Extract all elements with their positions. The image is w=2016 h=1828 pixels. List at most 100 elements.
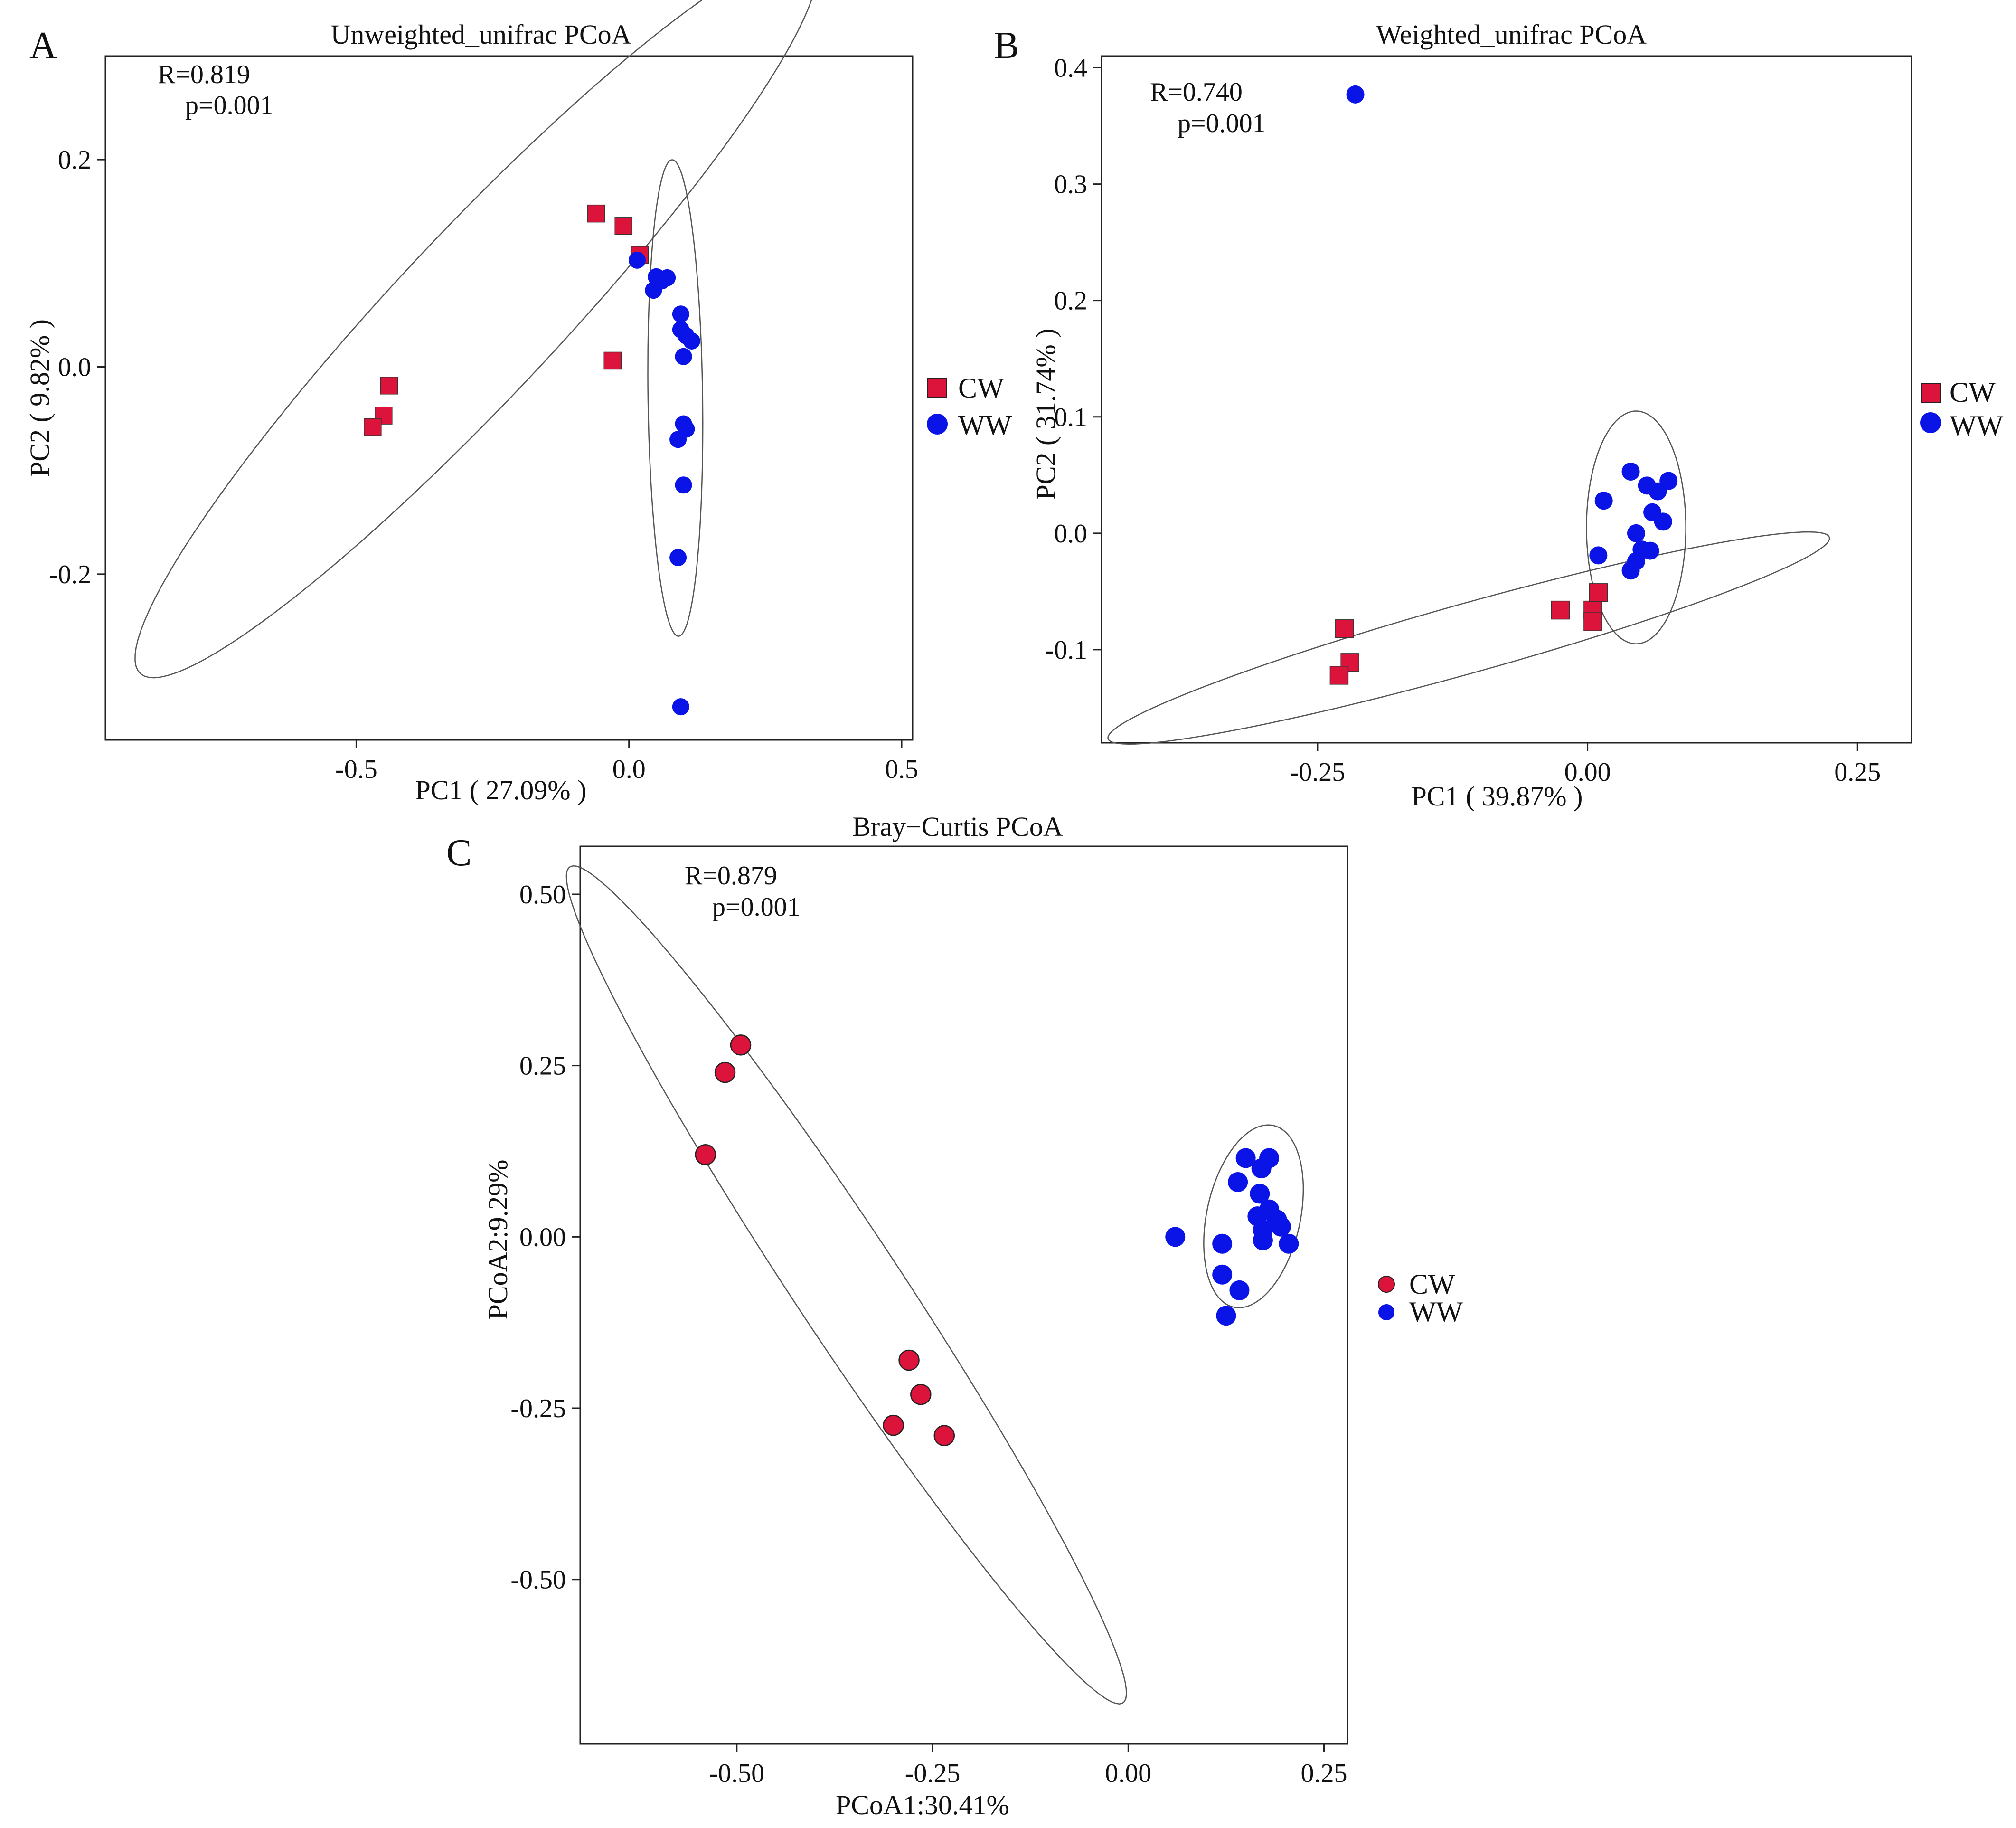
panel-c: C Bray−Curtis PCoA -0.50 -0.25 0.00 0.25 -0… (446, 811, 1463, 1820)
point-cw (380, 377, 398, 395)
panel-a-x-tick-label: 0.5 (885, 755, 918, 784)
panel-a-stat-p: p=0.001 (185, 91, 273, 120)
panel-letter-b: B (994, 25, 1019, 66)
panel-c-ellipse-cw (565, 865, 1127, 1705)
point-ww (669, 549, 687, 566)
panel-c-y-tick-label: -0.50 (510, 1565, 566, 1595)
panel-b-x-tick-label: -0.25 (1290, 758, 1346, 787)
point-ww (1251, 1158, 1272, 1179)
legend-c-cw-marker (1378, 1276, 1395, 1293)
point-ww (1235, 1148, 1256, 1168)
point-ww (1229, 1280, 1250, 1300)
point-cw (1583, 612, 1602, 631)
panel-b-y-label: PC2 ( 31.74% ) (1030, 329, 1061, 500)
point-ww (1654, 512, 1672, 531)
panel-c-x-label: PCoA1:30.41% (836, 1790, 1009, 1820)
panel-b-x-tick-label: 0.00 (1564, 758, 1611, 787)
panel-c-y-axis: -0.50 -0.25 0.00 0.25 0.50 (510, 880, 580, 1595)
point-cw (910, 1383, 932, 1405)
point-ww (1279, 1233, 1299, 1254)
panel-c-x-tick-label: 0.00 (1105, 1759, 1151, 1788)
legend-b-ww-label: WW (1950, 410, 2004, 441)
panel-b: B Weighted_unifrac PCoA -0.25 0.00 0.25 -0… (994, 19, 2004, 812)
point-ww (1621, 462, 1640, 481)
panel-c-y-tick-label: 0.00 (519, 1222, 566, 1252)
point-cw (1335, 619, 1354, 638)
panel-b-y-tick-label: -0.1 (1045, 635, 1087, 665)
panel-b-y-tick-label: 0.1 (1054, 403, 1087, 432)
point-ww (1165, 1227, 1186, 1247)
panel-a-stat-r: R=0.819 (158, 60, 250, 89)
legend-a-cw-label: CW (958, 372, 1004, 404)
panel-b-y-tick-label: 0.2 (1054, 286, 1087, 316)
panel-a-x-label: PC1 ( 27.09% ) (415, 775, 587, 805)
point-cw (898, 1349, 920, 1371)
panel-c-legend: CW WW (1378, 1269, 1463, 1327)
panel-c-x-tick-label: -0.50 (709, 1759, 764, 1788)
panel-c-stat-r: R=0.879 (685, 861, 777, 890)
panel-c-x-axis: -0.50 -0.25 0.00 0.25 (709, 1744, 1347, 1788)
panel-a-y-axis: -0.2 0.0 0.2 (49, 145, 105, 589)
legend-c-ww-marker (1378, 1304, 1394, 1320)
panel-a-x-tick-label: -0.5 (335, 755, 377, 784)
point-ww (1641, 541, 1659, 560)
legend-a-cw-marker (927, 378, 947, 398)
point-ww (1649, 482, 1667, 501)
panel-c-stat-p: p=0.001 (712, 892, 801, 922)
panel-b-x-label: PC1 ( 39.87% ) (1412, 781, 1583, 812)
point-cw (933, 1425, 955, 1447)
point-ww (675, 476, 692, 494)
panel-c-ellipse-ww (1203, 1124, 1304, 1308)
panel-b-y-axis: -0.1 0.0 0.1 0.2 0.3 0.4 (1045, 54, 1102, 665)
point-ww (1594, 492, 1613, 510)
point-ww (675, 348, 692, 365)
panel-a-x-axis: -0.5 0.0 0.5 (335, 740, 918, 784)
panel-a-legend: CW WW (927, 372, 1012, 441)
panel-c-title: Bray−Curtis PCoA (852, 811, 1063, 842)
panel-c-x-tick-label: -0.25 (905, 1759, 961, 1788)
panel-a-points (364, 204, 700, 716)
panel-c-y-label: PCoA2:9.29% (482, 1160, 513, 1320)
panel-a-ellipse-cw (134, 0, 812, 679)
point-cw (603, 351, 622, 370)
panel-c-y-tick-label: 0.50 (519, 880, 566, 909)
panel-a-title: Unweighted_unifrac PCoA (330, 19, 631, 50)
legend-a-ww-label: WW (958, 409, 1012, 441)
point-cw (364, 418, 382, 436)
point-cw (730, 1034, 752, 1056)
point-ww (1346, 85, 1365, 104)
panel-c-points (695, 1034, 1299, 1447)
panel-c-y-tick-label: -0.25 (510, 1394, 566, 1423)
panel-b-x-tick-label: 0.25 (1834, 758, 1881, 787)
panel-b-legend: CW WW (1920, 377, 2004, 441)
legend-c-ww-label: WW (1409, 1296, 1463, 1327)
point-ww (683, 332, 700, 350)
panel-b-ellipse-ww (1586, 410, 1686, 644)
point-ww (645, 282, 662, 299)
panel-a: A Unweighted_unifrac PCoA -0.5 0.0 0.5 -0.… (24, 0, 1012, 805)
point-ww (669, 431, 687, 448)
point-ww (1589, 546, 1608, 565)
point-ww (1621, 561, 1640, 580)
point-ww (672, 305, 689, 323)
panel-a-y-tick-label: 0.2 (58, 145, 91, 175)
point-ww (1627, 524, 1645, 542)
panel-b-plot-area (1101, 55, 1912, 744)
panel-c-ellipses (565, 865, 1304, 1705)
panel-b-title: Weighted_unifrac PCoA (1376, 19, 1647, 50)
point-ww (628, 251, 646, 269)
point-cw (695, 1144, 716, 1165)
legend-c-cw-label: CW (1409, 1269, 1455, 1300)
panel-b-y-tick-label: 0.0 (1054, 519, 1087, 549)
panel-b-y-tick-label: 0.4 (1054, 54, 1087, 83)
panel-a-plot-area (104, 55, 914, 741)
panel-a-x-tick-label: 0.0 (612, 755, 646, 784)
panel-a-y-tick-label: 0.0 (58, 353, 91, 382)
panel-a-y-tick-label: -0.2 (49, 560, 91, 589)
legend-b-cw-label: CW (1950, 377, 1996, 408)
panel-b-stat-r: R=0.740 (1150, 77, 1243, 107)
legend-a-ww-marker (927, 414, 948, 435)
legend-b-ww-marker (1920, 412, 1941, 433)
legend-b-cw-marker (1921, 383, 1941, 403)
